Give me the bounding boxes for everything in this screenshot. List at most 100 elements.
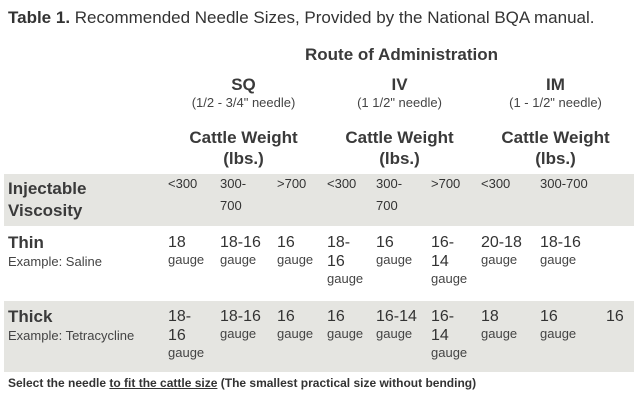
- gauge-unit: gauge: [376, 326, 413, 341]
- footer-pre: Select the needle: [8, 376, 110, 390]
- weight-sq-lt300: <300: [168, 176, 198, 191]
- gauge-value: 18-16: [540, 234, 581, 251]
- route-of-administration-heading: Route of Administration: [305, 45, 498, 64]
- gauge-unit: gauge: [168, 252, 205, 267]
- cattle-weight-sq: Cattle Weight (lbs.): [166, 127, 321, 169]
- cell-thick-sq-300-700: 18-16 gauge: [220, 307, 261, 341]
- cattle-weight-label: Cattle Weight: [189, 128, 298, 147]
- gauge-value: 16-: [431, 234, 455, 251]
- cell-thin-iv-300-700: 16 gauge: [376, 233, 412, 267]
- route-iv-name: IV: [391, 75, 408, 94]
- route-sq-name: SQ: [231, 75, 256, 94]
- gauge-value: 18-16: [220, 308, 261, 325]
- thick-row: [4, 301, 634, 372]
- injectable-viscosity-label: Injectable Viscosity: [8, 178, 86, 222]
- cell-thin-sq-gt700: 16 gauge: [277, 233, 313, 267]
- gauge-unit: gauge: [277, 252, 314, 267]
- caption-label: Table 1.: [8, 8, 71, 27]
- gauge-unit: gauge: [481, 252, 518, 267]
- weight-sq-300-700: 300- 700: [220, 173, 246, 217]
- gauge-value: 20-18: [481, 234, 522, 251]
- cattle-weight-label: Cattle Weight: [345, 128, 454, 147]
- footer-underlined: to fit the cattle size: [109, 376, 218, 390]
- example-saline: Example: Saline: [8, 254, 102, 269]
- thin-row-label: Thin Example: Saline: [8, 232, 102, 269]
- gauge-unit: gauge: [220, 252, 257, 267]
- route-sq: SQ (1/2 - 3/4" needle): [166, 75, 321, 110]
- weight-line: 700: [376, 198, 398, 213]
- footer-note: Select the needle to fit the cattle size…: [8, 376, 476, 390]
- gauge-value: 16-14: [376, 308, 417, 325]
- cell-thick-im-extra: 16: [606, 307, 624, 326]
- weight-im-lt300: <300: [481, 176, 511, 191]
- gauge-value: 18-: [327, 234, 351, 251]
- cell-thick-iv-lt300: 16 gauge: [327, 307, 363, 341]
- cell-thick-iv-gt700: 16- 14 gauge: [431, 307, 467, 360]
- cattle-weight-unit: (lbs.): [379, 149, 420, 168]
- cell-thin-im-300-700: 18-16 gauge: [540, 233, 581, 267]
- gauge-value: 18-: [168, 308, 192, 325]
- cell-thin-im-lt300: 20-18 gauge: [481, 233, 522, 267]
- gauge-unit: gauge: [431, 345, 468, 360]
- cell-thick-sq-lt300: 18- 16 gauge: [168, 307, 204, 360]
- gauge-unit: gauge: [540, 252, 577, 267]
- route-im-needle: (1 - 1/2" needle): [509, 95, 602, 110]
- gauge-value: 16: [277, 308, 295, 325]
- cattle-weight-im: Cattle Weight (lbs.): [478, 127, 633, 169]
- cell-thin-iv-lt300: 18- 16 gauge: [327, 233, 363, 286]
- gauge-value: 18: [168, 234, 186, 251]
- gauge-unit: gauge: [327, 326, 364, 341]
- gauge-value: 18: [481, 308, 499, 325]
- gauge-unit: gauge: [376, 252, 413, 267]
- gauge-value: 14: [431, 327, 449, 344]
- gauge-value: 14: [431, 253, 449, 270]
- gauge-unit: gauge: [481, 326, 518, 341]
- cell-thick-sq-gt700: 16 gauge: [277, 307, 313, 341]
- viscosity-label-line2: Viscosity: [8, 201, 83, 220]
- cell-thick-im-lt300: 18 gauge: [481, 307, 517, 341]
- cell-thick-im-300-700: 16 gauge: [540, 307, 576, 341]
- gauge-value: 16: [540, 308, 558, 325]
- gauge-unit: gauge: [431, 271, 468, 286]
- viscosity-thick: Thick: [8, 307, 53, 326]
- route-sq-needle: (1/2 - 3/4" needle): [191, 95, 296, 110]
- thick-row-label: Thick Example: Tetracycline: [8, 306, 134, 343]
- table-caption: Table 1. Recommended Needle Sizes, Provi…: [8, 8, 595, 28]
- cattle-weight-iv: Cattle Weight (lbs.): [322, 127, 477, 169]
- gauge-unit: gauge: [277, 326, 314, 341]
- cell-thick-iv-300-700: 16-14 gauge: [376, 307, 417, 341]
- gauge-value: 18-16: [220, 234, 261, 251]
- gauge-unit: gauge: [168, 345, 205, 360]
- weight-line: 300-: [220, 176, 247, 191]
- gauge-value: 16: [277, 234, 295, 251]
- weight-sq-gt700: >700: [277, 176, 307, 191]
- route-im-name: IM: [546, 75, 565, 94]
- gauge-unit: gauge: [327, 271, 364, 286]
- route-iv: IV (1 1/2" needle): [322, 75, 477, 110]
- gauge-value: 16: [168, 327, 186, 344]
- caption-text: Recommended Needle Sizes, Provided by th…: [70, 8, 595, 27]
- gauge-value: 16: [327, 308, 345, 325]
- cattle-weight-label: Cattle Weight: [501, 128, 610, 147]
- viscosity-thin: Thin: [8, 233, 44, 252]
- cell-thin-iv-gt700: 16- 14 gauge: [431, 233, 467, 286]
- gauge-unit: gauge: [540, 326, 577, 341]
- cell-thin-sq-300-700: 18-16 gauge: [220, 233, 261, 267]
- route-im: IM (1 - 1/2" needle): [478, 75, 633, 110]
- route-iv-needle: (1 1/2" needle): [357, 95, 442, 110]
- weight-iv-300-700: 300- 700: [376, 173, 402, 217]
- gauge-unit: gauge: [220, 326, 257, 341]
- cattle-weight-unit: (lbs.): [535, 149, 576, 168]
- weight-im-300-700: 300-700: [540, 176, 588, 191]
- gauge-value: 16: [376, 234, 394, 251]
- example-tetracycline: Example: Tetracycline: [8, 328, 135, 343]
- gauge-value: 16: [606, 308, 624, 325]
- gauge-value: 16-: [431, 308, 455, 325]
- weight-line: 300-: [376, 176, 403, 191]
- gauge-value: 16: [327, 253, 345, 270]
- weight-header-row: [4, 174, 634, 226]
- footer-post: (The smallest practical size without ben…: [217, 376, 477, 390]
- cell-thin-sq-lt300: 18 gauge: [168, 233, 204, 267]
- weight-line: 700: [220, 198, 242, 213]
- weight-iv-lt300: <300: [327, 176, 357, 191]
